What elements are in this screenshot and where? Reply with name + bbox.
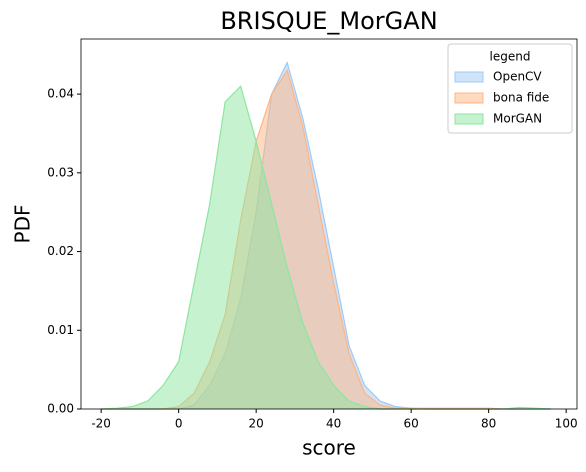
density-area <box>101 70 551 409</box>
y-axis-label: PDF <box>11 205 35 244</box>
y-tick-label: 0.00 <box>47 402 74 416</box>
legend-label: OpenCV <box>493 70 542 84</box>
legend-swatch <box>454 92 484 104</box>
x-tick-label: 100 <box>555 417 578 431</box>
legend-label: MorGAN <box>493 112 542 126</box>
plot-frame <box>80 38 578 410</box>
x-tick-label: 80 <box>481 417 496 431</box>
y-tick-label: 0.01 <box>47 323 74 337</box>
legend-title: legend <box>490 50 531 64</box>
density-area <box>101 86 551 409</box>
y-tick-label: 0.02 <box>47 244 74 258</box>
x-axis-label: score <box>302 436 356 460</box>
legend-swatch <box>454 71 484 83</box>
legend-box <box>447 43 573 134</box>
x-tick-label: 20 <box>249 417 264 431</box>
x-tick-label: 40 <box>326 417 341 431</box>
x-tick-label: 60 <box>404 417 419 431</box>
y-tick-label: 0.03 <box>47 165 74 179</box>
chart-title: BRISQUE_MorGAN <box>220 7 437 35</box>
density-area <box>101 62 551 410</box>
legend-label: bona fide <box>493 91 549 105</box>
x-tick-label: -20 <box>91 417 111 431</box>
y-tick-label: 0.04 <box>47 87 74 101</box>
x-tick-label: 0 <box>175 417 183 431</box>
legend-swatch <box>454 113 484 125</box>
